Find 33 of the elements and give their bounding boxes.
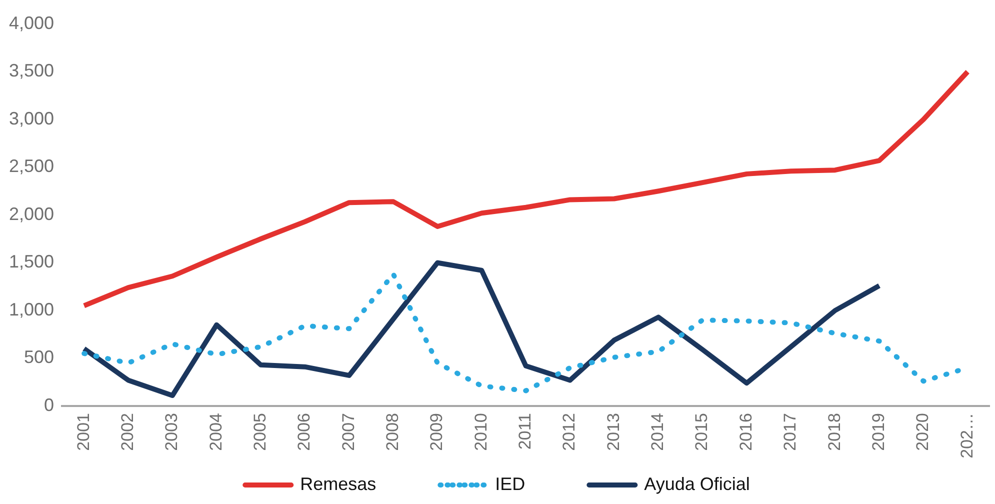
x-tick-label: 202… bbox=[957, 413, 976, 458]
y-tick-label: 2,500 bbox=[8, 156, 54, 176]
x-tick-label: 2012 bbox=[560, 413, 579, 451]
x-tick-label: 2007 bbox=[338, 413, 358, 451]
x-tick-label: 2011 bbox=[516, 413, 535, 450]
x-tick-label: 2014 bbox=[648, 413, 668, 451]
y-tick-label: 1,500 bbox=[8, 252, 54, 272]
x-tick-label: 2020 bbox=[913, 413, 932, 451]
x-tick-label: 2013 bbox=[604, 413, 623, 451]
x-tick-label: 2004 bbox=[206, 413, 226, 451]
legend-label: Remesas bbox=[300, 474, 376, 494]
x-tick-label: 2009 bbox=[427, 413, 446, 451]
x-tick-label: 2010 bbox=[471, 413, 490, 451]
x-tick-label: 2006 bbox=[294, 413, 314, 451]
y-tick-label: 1,000 bbox=[8, 299, 54, 320]
x-tick-label: 2008 bbox=[383, 413, 402, 451]
legend-label: Ayuda Oficial bbox=[644, 474, 750, 494]
y-tick-label: 2,000 bbox=[8, 204, 54, 224]
y-tick-label: 4,000 bbox=[8, 12, 54, 33]
y-tick-label: 3,500 bbox=[8, 60, 54, 81]
x-tick-label: 2017 bbox=[780, 413, 800, 451]
y-tick-label: 0 bbox=[44, 394, 54, 415]
x-tick-label: 2003 bbox=[162, 413, 182, 451]
legend-label: IED bbox=[495, 474, 526, 494]
x-tick-label: 2018 bbox=[824, 413, 844, 451]
y-tick-label: 500 bbox=[24, 347, 54, 368]
x-tick-label: 2019 bbox=[868, 413, 888, 451]
x-tick-label: 2015 bbox=[692, 413, 712, 451]
y-tick-label: 3,000 bbox=[8, 108, 54, 128]
x-tick-label: 2005 bbox=[250, 413, 270, 451]
x-tick-label: 2001 bbox=[74, 413, 93, 451]
x-tick-label: 2002 bbox=[118, 413, 137, 451]
x-tick-label: 2016 bbox=[736, 413, 756, 451]
